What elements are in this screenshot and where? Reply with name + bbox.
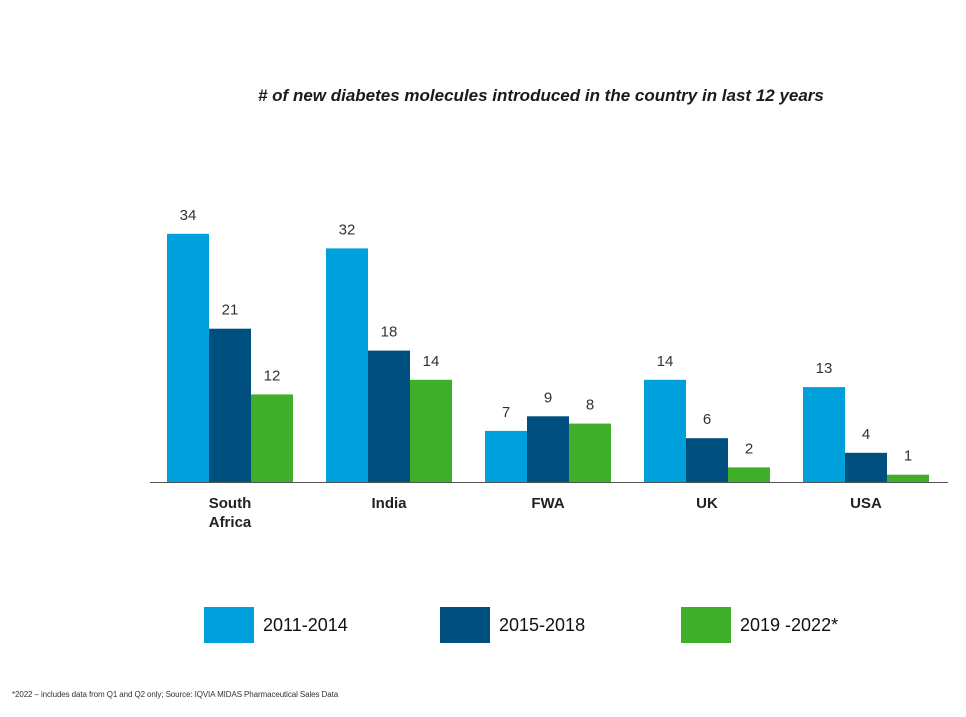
data-label-3-2: 14	[423, 353, 440, 370]
bar-3-3	[569, 423, 611, 482]
data-label-1-1: 34	[180, 207, 197, 224]
category-label-1: South Africa	[209, 495, 252, 531]
data-label-2-4: 6	[703, 411, 711, 428]
data-label-3-5: 1	[904, 448, 912, 465]
bar-1-2	[326, 248, 368, 482]
bar-1-3	[485, 430, 527, 482]
legend-item-series-1: 2011-2014	[204, 607, 348, 643]
footnote: *2022 – includes data from Q1 and Q2 onl…	[12, 690, 339, 699]
data-label-2-3: 9	[544, 389, 552, 406]
bar-3-5	[887, 474, 929, 482]
data-label-1-5: 13	[816, 360, 833, 377]
legend-item-series-2: 2015-2018	[440, 607, 585, 643]
bar-2-2	[368, 350, 410, 482]
legend-label-series-3: 2019 -2022*	[740, 614, 839, 635]
legend-label-series-1: 2011-2014	[263, 614, 348, 635]
data-label-3-3: 8	[586, 397, 594, 414]
bar-1-4	[644, 379, 686, 482]
bar-3-1	[251, 394, 293, 482]
bar-2-3	[527, 416, 569, 482]
category-label-2: India	[371, 495, 407, 512]
legend-label-series-2: 2015-2018	[499, 614, 586, 635]
data-label-3-4: 2	[745, 440, 753, 457]
bar-1-5	[803, 387, 845, 482]
bar-1-1	[167, 233, 209, 482]
bar-2-1	[209, 328, 251, 482]
data-label-1-3: 7	[502, 404, 510, 421]
bar-2-4	[686, 438, 728, 482]
category-label-4: UK	[696, 495, 718, 512]
bar-2-5	[845, 452, 887, 482]
category-label-3: FWA	[531, 495, 564, 512]
legend-swatch-series-3	[681, 607, 731, 643]
data-label-2-1: 21	[222, 302, 239, 319]
legend-item-series-3: 2019 -2022*	[681, 607, 838, 643]
data-label-3-1: 12	[264, 367, 281, 384]
legend-swatch-series-2	[440, 607, 490, 643]
bar-3-4	[728, 467, 770, 482]
chart-title: # of new diabetes molecules introduced i…	[258, 86, 824, 105]
data-label-1-4: 14	[657, 353, 674, 370]
bar-3-2	[410, 379, 452, 482]
category-label-5: USA	[850, 495, 882, 512]
data-label-2-5: 4	[862, 426, 870, 443]
legend-swatch-series-1	[204, 607, 254, 643]
data-label-1-2: 32	[339, 221, 356, 238]
data-label-2-2: 18	[381, 324, 398, 341]
